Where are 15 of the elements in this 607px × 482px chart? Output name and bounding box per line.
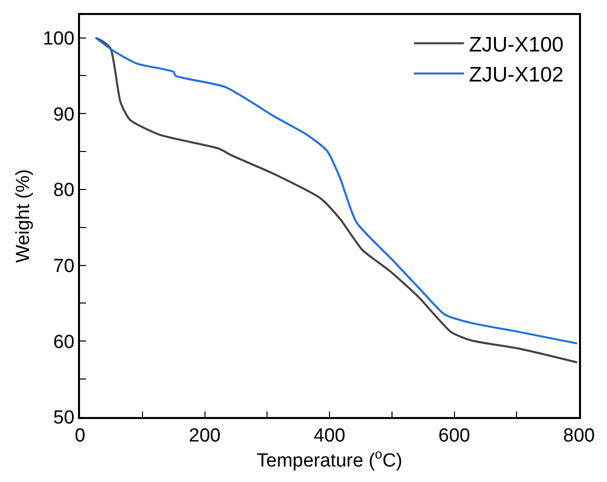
- y-axis-title: Weight (%): [13, 169, 34, 263]
- x-tick-label: 800: [563, 426, 595, 447]
- y-tick-label: 60: [53, 332, 74, 353]
- x-tick-label: 400: [314, 426, 346, 447]
- y-tick-label: 70: [53, 256, 74, 277]
- x-tick-label: 600: [438, 426, 470, 447]
- y-tick-label: 80: [53, 180, 74, 202]
- x-axis-title: Temperature ($^{o}$C): [256, 446, 402, 472]
- x-tick-label: 0: [74, 426, 86, 447]
- legend-label: ZJU-X100: [469, 33, 564, 56]
- legend-label: ZJU-X102: [469, 64, 564, 87]
- y-tick-label: 100: [42, 28, 74, 50]
- y-tick-label: 50: [53, 408, 74, 429]
- y-tick-label: 90: [53, 104, 74, 126]
- x-tick-label: 200: [188, 426, 221, 447]
